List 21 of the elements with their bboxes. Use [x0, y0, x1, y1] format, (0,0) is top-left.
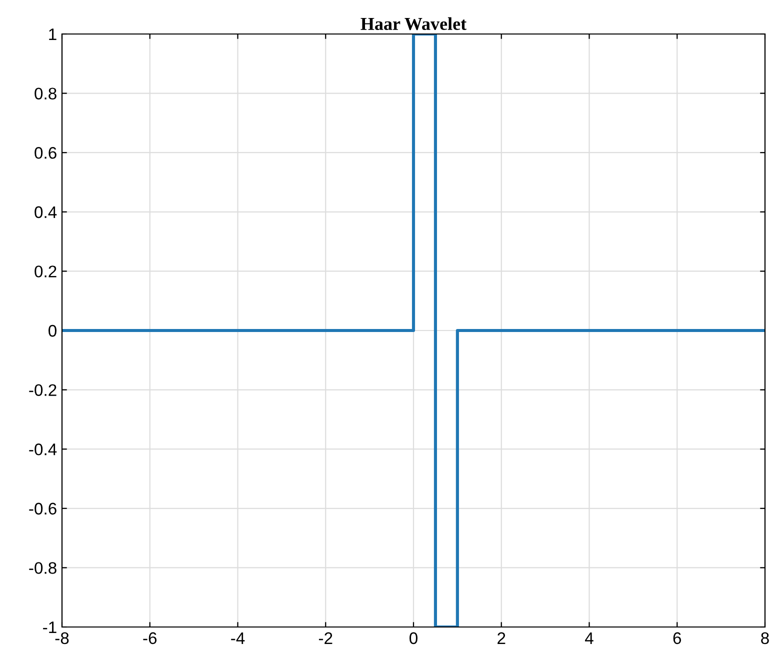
y-tick-label: -0.8: [29, 562, 56, 574]
y-tick-label: -0.4: [29, 444, 57, 456]
y-tick-label: 0.8: [34, 88, 56, 100]
x-tick-label: 0: [410, 632, 418, 644]
x-tick-label: 2: [498, 632, 506, 644]
x-tick-label: 4: [585, 632, 594, 644]
y-tick-label: -1: [43, 622, 56, 634]
y-tick-label: 0.6: [34, 147, 56, 159]
x-tick-label: -4: [231, 632, 245, 644]
y-tick-label: -0.2: [29, 384, 56, 396]
y-tick-label: 1: [49, 28, 56, 40]
x-tick-label: -2: [318, 632, 332, 644]
chart-title: Haar Wavelet: [360, 17, 467, 30]
x-tick-label: -8: [55, 632, 69, 644]
y-tick-label: 0: [48, 324, 56, 337]
x-tick-label: 6: [673, 632, 682, 644]
y-tick-label: 0.2: [34, 266, 56, 278]
x-tick-label: -6: [143, 632, 157, 644]
y-tick-label: -0.6: [29, 502, 56, 515]
x-tick-label: 8: [761, 632, 769, 644]
y-tick-label: 0.4: [34, 206, 57, 218]
